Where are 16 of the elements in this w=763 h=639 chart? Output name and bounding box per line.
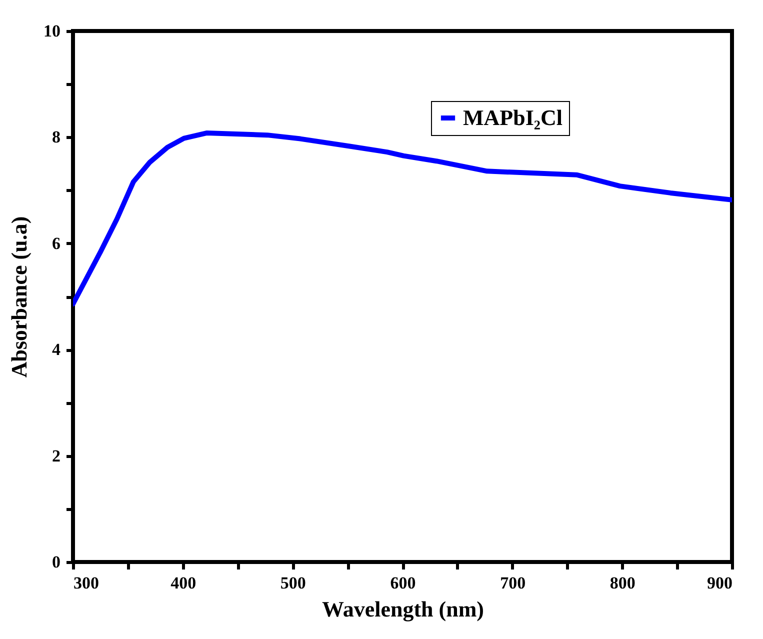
y-tick-label: 2	[52, 446, 60, 466]
x-tick-label: 900	[707, 574, 732, 592]
y-tick-label: 10	[44, 22, 60, 40]
y-tick-label: 4	[52, 340, 61, 360]
y-tick-label: 8	[52, 128, 60, 147]
y-tick-label: 6	[52, 234, 60, 253]
x-tick-label: 400	[170, 574, 196, 592]
y-axis-title: Absorbance (u.a)	[6, 216, 32, 378]
y-tick-label: 0	[52, 552, 60, 572]
x-tick-label: 300	[74, 574, 99, 592]
x-tick-label: 500	[280, 574, 306, 592]
x-tick-label: 800	[610, 574, 636, 592]
x-tick-label: 700	[500, 574, 526, 592]
legend-label: MAPbI₂Cl	[463, 105, 562, 130]
x-axis-title: Wavelength (nm)	[322, 596, 484, 622]
x-tick-label: 600	[390, 574, 416, 592]
